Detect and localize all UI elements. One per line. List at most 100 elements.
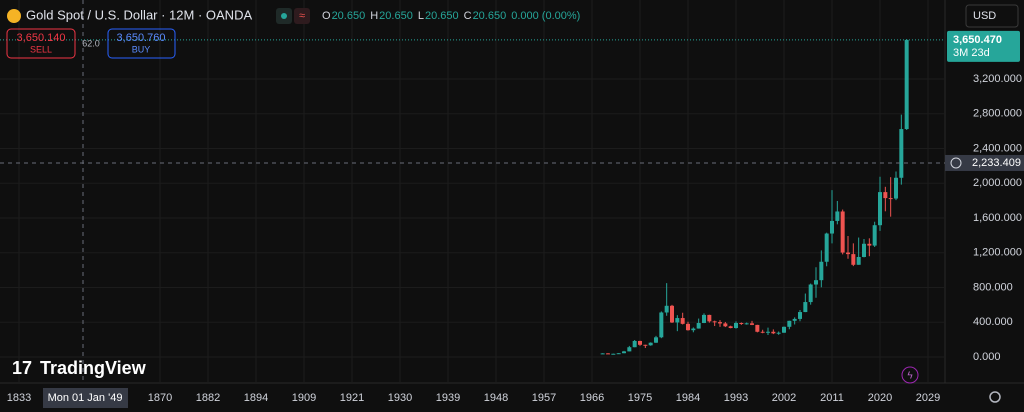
candle-body: [851, 254, 856, 265]
x-tick-label: 1966: [580, 392, 604, 404]
candle-body: [894, 177, 898, 199]
x-tick-label: 2011: [820, 392, 844, 404]
sell-button[interactable]: [6, 28, 76, 59]
legend-value: 20.650: [379, 10, 413, 22]
candle-body: [734, 322, 738, 329]
candle-body: [622, 351, 626, 354]
logo[interactable]: TradingView: [40, 358, 147, 378]
candle-body: [680, 318, 685, 324]
candle-body: [686, 323, 690, 331]
y-tick-label: 800.000: [973, 281, 1013, 293]
candle-body: [904, 39, 909, 130]
legend-key: C: [464, 10, 472, 22]
y-tick-label: 2,800.000: [973, 108, 1022, 120]
logo-mark: 17: [12, 358, 32, 378]
candle-body: [883, 192, 888, 199]
candle-body: [867, 243, 872, 246]
y-tick-label: 2,000.000: [973, 177, 1022, 189]
legend-value: 20.650: [473, 10, 507, 22]
candle-body: [787, 320, 792, 327]
y-tick-label: 1,600.000: [973, 212, 1022, 224]
candle-body: [728, 326, 733, 329]
candle-body: [600, 353, 605, 355]
x-tick-label: 2020: [868, 392, 892, 404]
candle-body: [702, 314, 706, 323]
spread: 62.0: [82, 38, 100, 48]
legend-key: O: [322, 10, 331, 22]
candle-body: [750, 323, 754, 325]
candle-body: [798, 312, 802, 319]
x-tick-label: 1939: [436, 392, 460, 404]
candle-body: [888, 198, 893, 200]
sell-label: SELL: [30, 44, 52, 54]
candle-body: [803, 302, 808, 313]
candle-body: [862, 243, 866, 257]
x-tick-label: 1948: [484, 392, 508, 404]
crosshair-date: Mon 01 Jan '49: [48, 392, 123, 404]
events-icon[interactable]: [901, 366, 919, 384]
candle-body: [776, 332, 781, 334]
candle-body: [771, 331, 776, 334]
candle-body: [696, 322, 701, 329]
candle-body: [712, 321, 717, 323]
sell-price: 3,650.140: [17, 32, 66, 44]
candle-body: [824, 233, 829, 262]
candle-body: [670, 305, 674, 323]
candle-body: [819, 261, 824, 281]
symbol-title[interactable]: Gold Spot / U.S. Dollar · 12M · OANDA: [26, 7, 252, 22]
x-tick-label: 1870: [148, 392, 172, 404]
crosshair-price-label: 2,233.409: [972, 157, 1021, 169]
x-tick-label: 1833: [7, 392, 31, 404]
indicator-icon: ≈: [299, 10, 305, 22]
legend-key: L: [418, 10, 424, 22]
x-tick-label: 1984: [676, 392, 700, 404]
candle-body: [611, 353, 616, 355]
ohlc-legend: O 20.650 H 20.650 L 20.650 C 20.650 0.000 (0.00%…: [322, 10, 580, 22]
candle-body: [846, 252, 850, 255]
currency-button[interactable]: [965, 4, 1019, 28]
y-tick-label: 2,400.000: [973, 142, 1022, 154]
events-glyph: ϟ: [907, 371, 913, 382]
candles: [600, 39, 909, 355]
countdown: 3M 23d: [953, 47, 990, 59]
candle-body: [792, 318, 797, 321]
x-tick-label: 1909: [292, 392, 316, 404]
status-dot: [281, 13, 287, 19]
candle-body: [648, 342, 653, 346]
candle-body: [691, 328, 696, 331]
legend-value: 20.650: [425, 10, 459, 22]
indicator-badge[interactable]: [294, 8, 310, 24]
y-tick-label: 1,200.000: [973, 247, 1022, 259]
candle-body: [664, 305, 669, 313]
candle-body: [856, 256, 861, 265]
candle-body: [616, 353, 621, 355]
candle-body: [606, 353, 610, 355]
candle-body: [659, 312, 664, 338]
candle-body: [830, 220, 834, 234]
crosshair-price-box: [945, 154, 1024, 171]
crosshair-date-box: [43, 388, 128, 408]
buy-price: 3,650.760: [117, 32, 166, 44]
y-tick-label: 3,200.000: [973, 73, 1022, 85]
candle-body: [878, 192, 882, 226]
candle-body: [835, 211, 840, 221]
settings-icon[interactable]: [989, 391, 1001, 403]
y-tick-label: 0.000: [973, 351, 1001, 363]
grid: 0.000 400.000 800.000 1,200.000 1,600.000 2,0…: [0, 0, 1022, 404]
buy-button[interactable]: [107, 28, 176, 59]
candle-body: [718, 322, 722, 324]
last-price-label: 3,650.470: [953, 34, 1002, 46]
legend-value: 20.650: [332, 10, 366, 22]
candle-body: [744, 323, 749, 325]
candle-body: [814, 280, 818, 285]
candle-body: [627, 347, 632, 352]
x-tick-label: 1882: [196, 392, 220, 404]
candle-body: [766, 331, 770, 333]
x-tick-label: 1975: [628, 392, 652, 404]
candle-body: [675, 318, 680, 323]
candle-body: [808, 284, 813, 303]
x-tick-label: 1930: [388, 392, 412, 404]
candle-body: [755, 324, 760, 332]
